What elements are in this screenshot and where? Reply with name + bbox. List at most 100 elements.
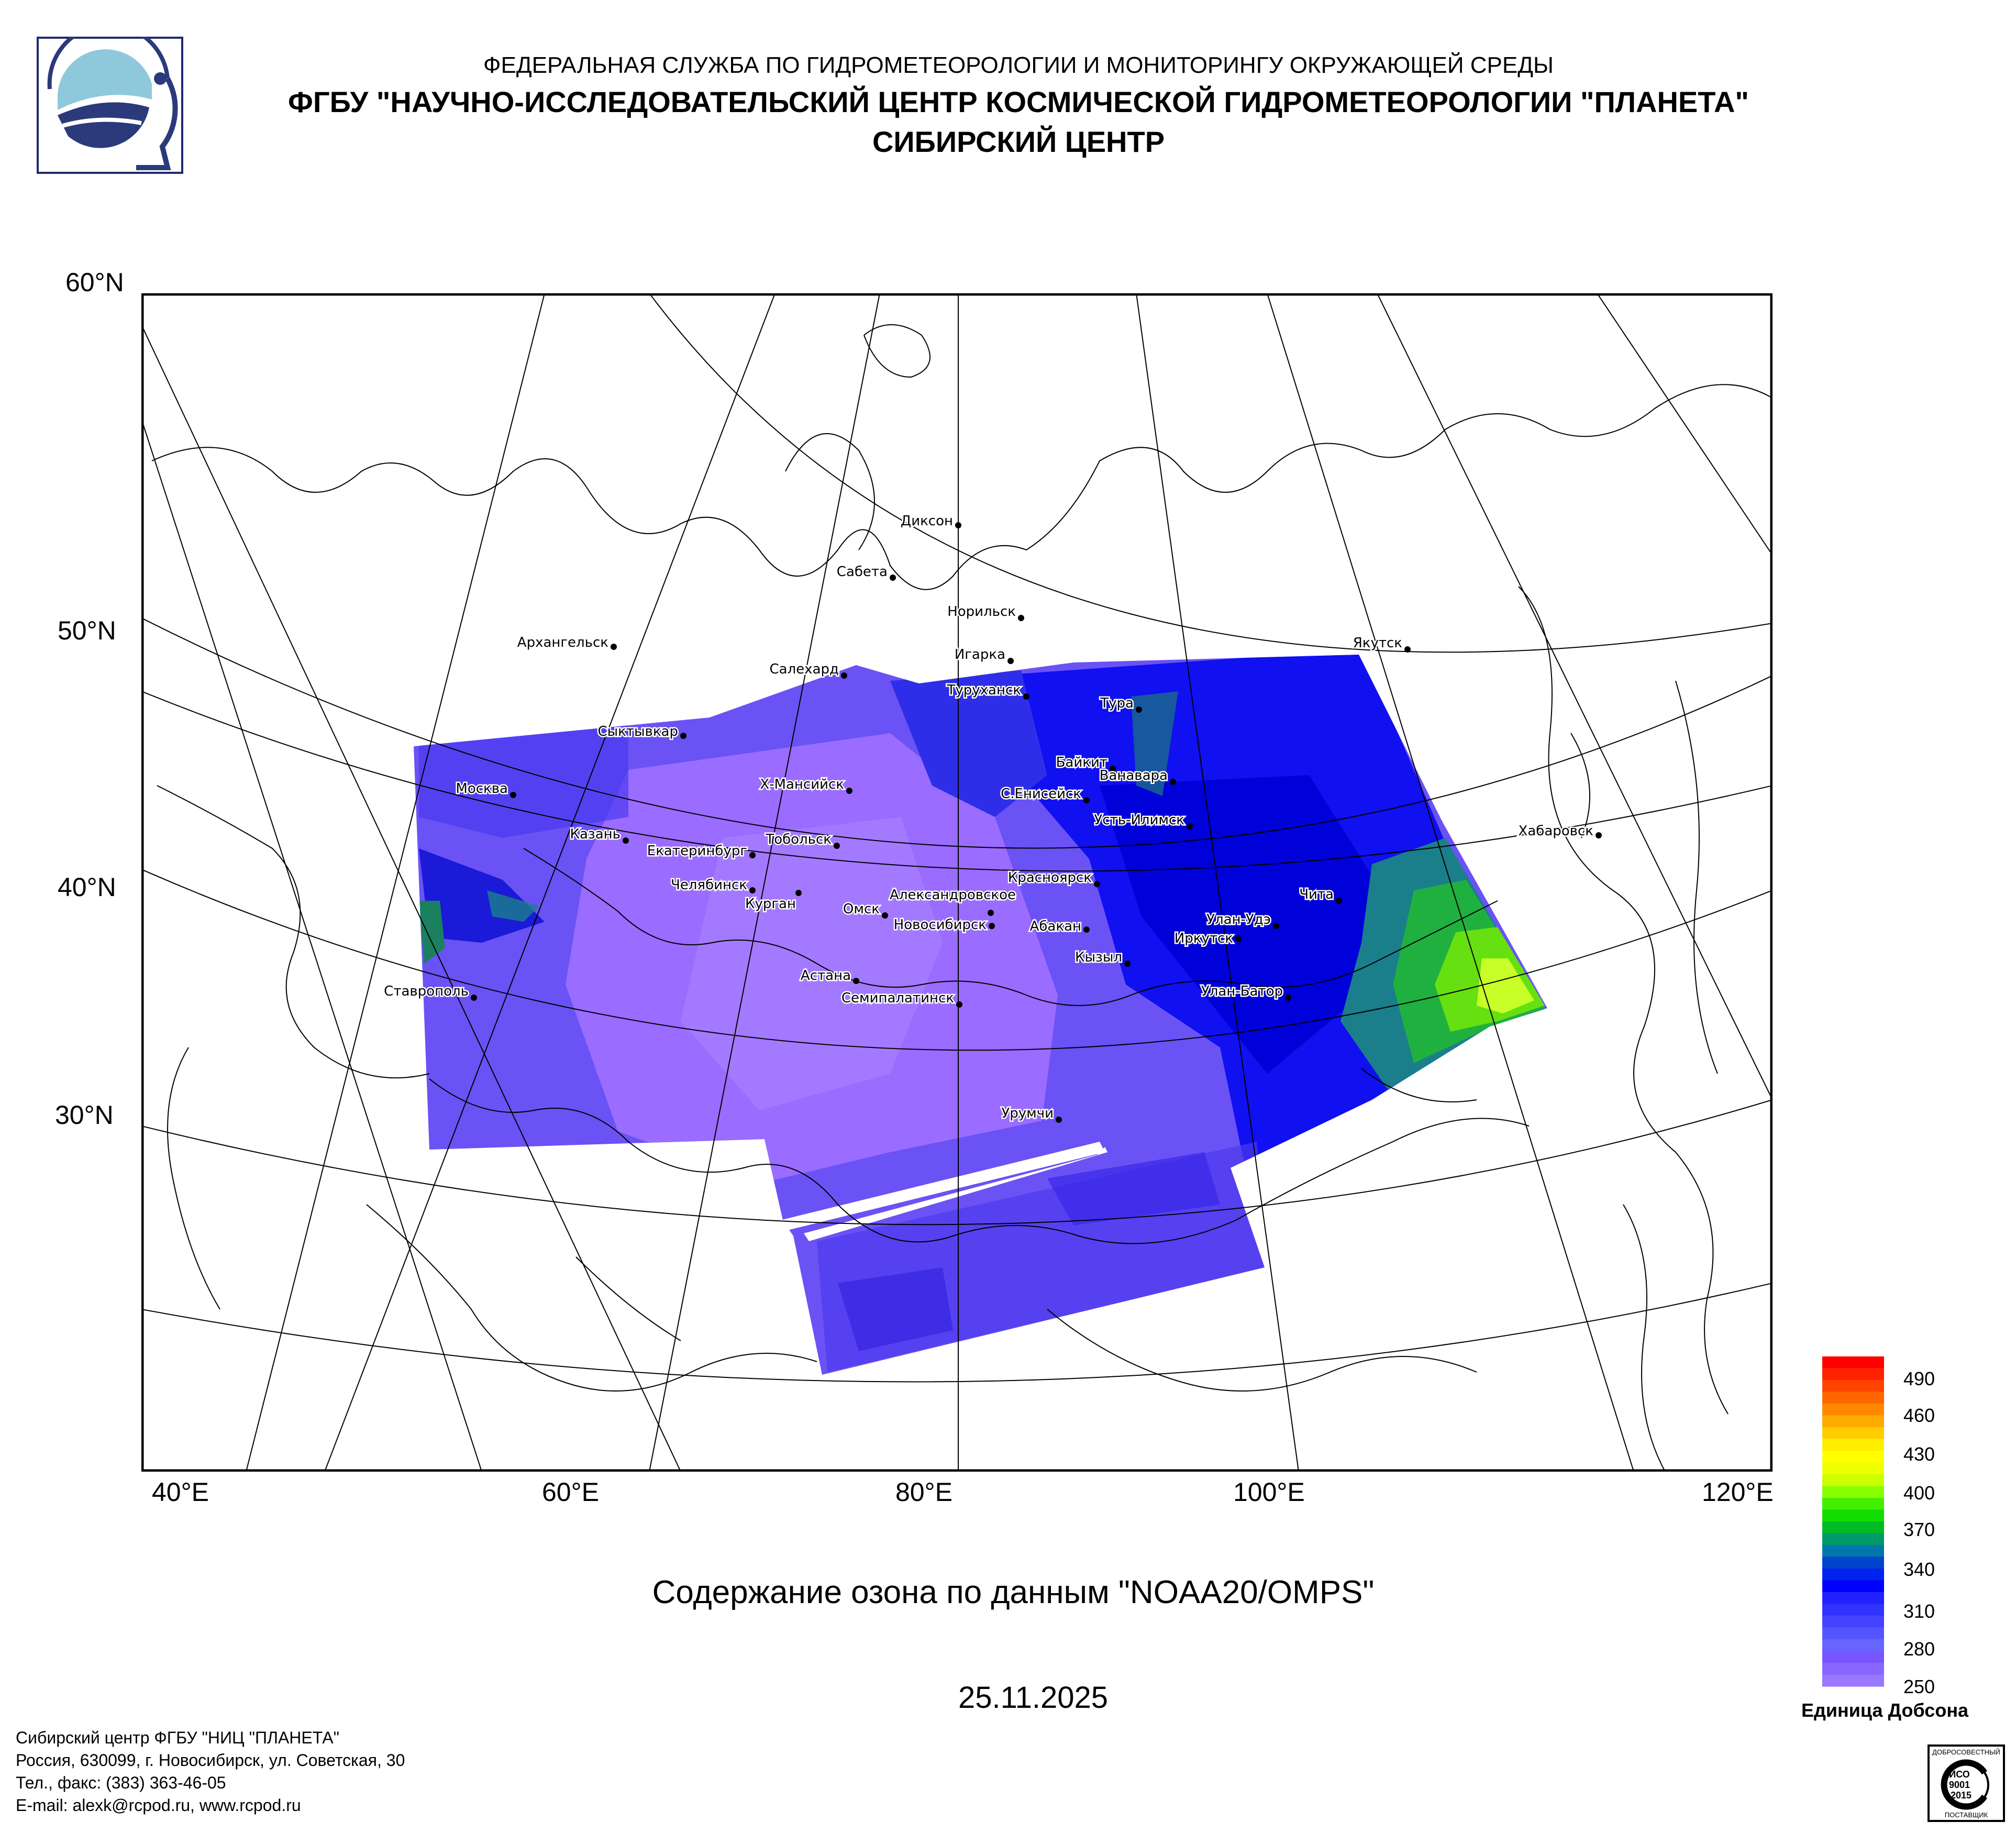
svg-text:Тобольск: Тобольск — [765, 832, 832, 847]
svg-text:Челябинск: Челябинск — [671, 877, 747, 893]
center-title: СИБИРСКИЙ ЦЕНТР — [872, 125, 1165, 158]
agency-title: ФЕДЕРАЛЬНАЯ СЛУЖБА ПО ГИДРОМЕТЕОРОЛОГИИ … — [483, 52, 1554, 78]
chart-title: Содержание озона по данным "NOAA20/OMPS" — [652, 1574, 1375, 1610]
planeta-logo — [37, 37, 183, 174]
city-sabeta: Сабета — [835, 563, 896, 581]
colorbar-cell — [1822, 1404, 1884, 1416]
svg-text:Омск: Омск — [843, 901, 880, 917]
colorbar-cell — [1822, 1509, 1884, 1522]
svg-text:ДОБРОСОВЕСТНЫЙ: ДОБРОСОВЕСТНЫЙ — [1932, 1748, 2000, 1756]
footer-email: E-mail: alexk@rcpod.ru, www.rcpod.ru — [16, 1796, 301, 1815]
colorbar-cell — [1822, 1486, 1884, 1498]
graticule — [142, 294, 1771, 1471]
colorbar-cell — [1822, 1439, 1884, 1451]
city-kyzyl: Кызыл — [1074, 948, 1131, 967]
colorbar-label-430: 430 — [1903, 1443, 1935, 1465]
svg-text:9001: 9001 — [1949, 1780, 1970, 1790]
city-omsk: Омск — [841, 900, 888, 919]
city-yakutsk: Якутск — [1352, 634, 1411, 653]
svg-text:Новосибирск: Новосибирск — [894, 917, 987, 933]
lon-label-100: 100°E — [1233, 1477, 1305, 1507]
svg-text:Ставрополь: Ставрополь — [384, 984, 469, 999]
city-dikson: Диксон — [899, 512, 961, 531]
svg-text:Якутск: Якутск — [1353, 635, 1402, 651]
city-chita: Чита — [1298, 886, 1342, 904]
map-date: 25.11.2025 — [958, 1681, 1108, 1715]
svg-text:Чита: Чита — [1299, 887, 1334, 902]
city-salekhard: Салехард — [768, 660, 847, 679]
svg-text:Тура: Тура — [1100, 695, 1134, 711]
colorbar-label-340: 340 — [1903, 1559, 1935, 1580]
colorbar-cell — [1822, 1533, 1884, 1545]
ozone-swath — [414, 655, 1547, 1375]
city-kurgan: Курган — [744, 890, 802, 913]
svg-text:Семипалатинск: Семипалатинск — [841, 990, 954, 1006]
svg-text:Хабаровск: Хабаровск — [1519, 823, 1593, 839]
svg-text:Х-Мансийск: Х-Мансийск — [760, 777, 844, 792]
colorbar-cell — [1822, 1415, 1884, 1428]
svg-text:Москва: Москва — [456, 781, 508, 797]
city-igarka: Игарка — [953, 646, 1014, 664]
svg-text:Туруханск: Туруханск — [947, 682, 1021, 698]
lon-label-120: 120°E — [1702, 1477, 1774, 1507]
city-ulan-ude: Улан-Удэ — [1205, 911, 1279, 929]
svg-text:Архангельск: Архангельск — [517, 635, 608, 650]
svg-text:Красноярск: Красноярск — [1008, 870, 1092, 886]
colorbar-cell — [1822, 1663, 1884, 1675]
svg-text:Байкит: Байкит — [1056, 755, 1107, 770]
city-markers: Диксон Сабета Норильск Архангельск Игарк… — [383, 512, 1602, 1123]
svg-text:Улан-Удэ: Улан-Удэ — [1206, 912, 1271, 927]
svg-text:Сыктывкар: Сыктывкар — [597, 724, 678, 739]
colorbar-cell — [1822, 1604, 1884, 1616]
lon-label-60: 60°E — [542, 1477, 599, 1507]
svg-text:Усть-Илимск: Усть-Илимск — [1094, 812, 1184, 828]
city-khabarovsk: Хабаровск — [1517, 822, 1602, 841]
colorbar-cell — [1822, 1427, 1884, 1440]
colorbar-label-490: 490 — [1903, 1368, 1935, 1389]
ozone-map: Диксон Сабета Норильск Архангельск Игарк… — [141, 293, 1773, 1472]
colorbar-label-400: 400 — [1903, 1482, 1935, 1504]
city-syktyvkar: Сыктывкар — [596, 723, 686, 741]
colorbar-label-460: 460 — [1903, 1405, 1935, 1426]
colorbar-cell — [1822, 1556, 1884, 1569]
city-chelyabinsk: Челябинск — [669, 876, 756, 895]
colorbar-cell — [1822, 1651, 1884, 1663]
svg-text:Александровское: Александровское — [890, 887, 1016, 903]
city-semipalatinsk: Семипалатинск — [840, 989, 962, 1008]
city-tura: Тура — [1099, 694, 1142, 713]
city-novosibirsk: Новосибирск — [892, 916, 995, 934]
colorbar-cell — [1822, 1639, 1884, 1652]
lon-label-40: 40°E — [152, 1477, 209, 1507]
colorbar-cell — [1822, 1356, 1884, 1369]
city-tobolsk: Тобольск — [764, 831, 840, 849]
colorbar-cell — [1822, 1521, 1884, 1534]
svg-text:Сабета: Сабета — [837, 564, 888, 580]
city-moskva: Москва — [455, 780, 516, 798]
colorbar-cell — [1822, 1592, 1884, 1605]
colorbar-cell — [1822, 1674, 1884, 1687]
svg-text:Иркутск: Иркутск — [1175, 931, 1233, 946]
colorbar-cell — [1822, 1569, 1884, 1581]
city-irkutsk: Иркутск — [1173, 930, 1242, 948]
colorbar-cell — [1822, 1392, 1884, 1404]
city-abakan: Абакан — [1028, 918, 1090, 936]
svg-text:ИСО: ИСО — [1949, 1769, 1970, 1780]
svg-text:Игарка: Игарка — [955, 647, 1005, 662]
city-baykit: Байкит — [1055, 754, 1116, 772]
colorbar-cell — [1822, 1545, 1884, 1558]
svg-text:Урумчи: Урумчи — [1001, 1106, 1054, 1121]
city-ulan-bator: Улан-Батор — [1200, 982, 1291, 1001]
svg-text:Диксон: Диксон — [901, 513, 953, 529]
colorbar-cell — [1822, 1380, 1884, 1393]
city-arkhangelsk: Архангельск — [516, 634, 617, 652]
colorbar-cell — [1822, 1462, 1884, 1475]
colorbar-cell — [1822, 1451, 1884, 1463]
iso-certificate-badge: ДОБРОСОВЕСТНЫЙ ИСО 9001 -2015 ПОСТАВЩИК — [1928, 1744, 2005, 1822]
colorbar-cell — [1822, 1580, 1884, 1593]
colorbar-label-370: 370 — [1903, 1519, 1935, 1540]
lat-label-60: 60°N — [65, 268, 124, 297]
colorbar-cell — [1822, 1498, 1884, 1510]
lat-label-40: 40°N — [58, 873, 116, 902]
colorbar-cells — [1822, 1356, 1884, 1687]
colorbar-label-250: 250 — [1903, 1676, 1935, 1697]
